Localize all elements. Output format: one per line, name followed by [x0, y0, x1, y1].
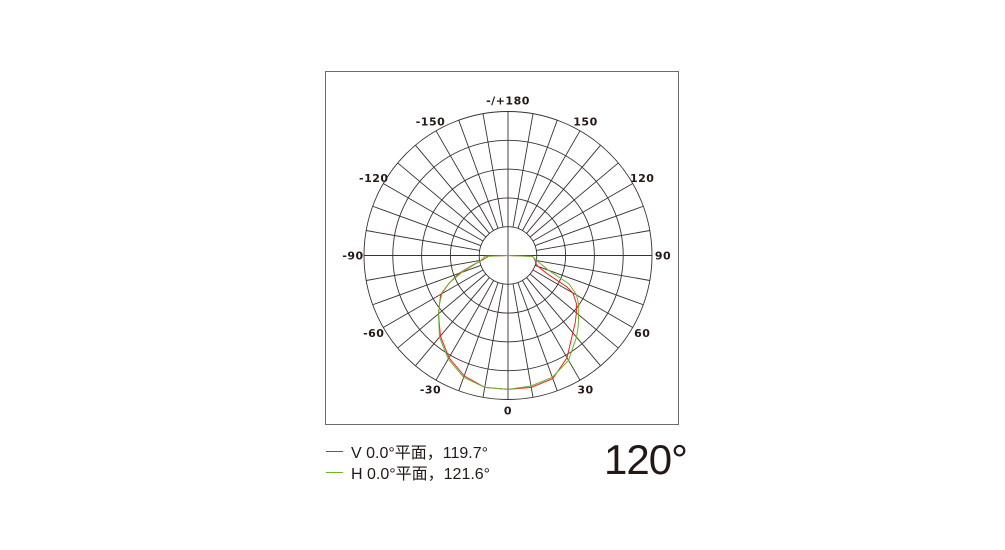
- grid-spoke: [415, 144, 490, 234]
- polar-chart-frame: 0 30 60 90 120 150 -/+180 -150 -120 -90 -60 -30: [325, 71, 679, 425]
- polar-chart: 0 30 60 90 120 150 -/+180 -150 -120 -90 -60 -30: [342, 95, 671, 418]
- grid-spoke: [383, 269, 484, 328]
- angle-tick-label: -/+180: [486, 95, 530, 108]
- grid-spoke: [458, 120, 499, 229]
- grid-spoke: [529, 273, 619, 349]
- angle-tick-label: -150: [416, 115, 446, 128]
- grid-spoke: [526, 277, 601, 367]
- grid-spoke: [517, 120, 558, 229]
- beam-angle-value: 120°: [604, 436, 688, 483]
- grid-spoke: [383, 183, 484, 242]
- angle-tick-label: 150: [573, 115, 597, 128]
- legend-item-h: H 0.0°平面，121.6°: [326, 462, 491, 483]
- grid-spoke: [458, 282, 499, 391]
- series-curve-0: [437, 255, 577, 390]
- angle-tick-label: 120: [630, 172, 654, 185]
- angle-tick-label: -30: [420, 384, 441, 397]
- grid-spoke: [372, 205, 481, 247]
- series-curve-1: [437, 255, 580, 390]
- angle-tick-label: 90: [655, 250, 671, 263]
- grid-spoke: [366, 230, 480, 251]
- angle-tick-label: -60: [363, 327, 384, 340]
- angle-tick-label: 60: [634, 327, 650, 340]
- grid-spoke: [415, 277, 490, 367]
- angle-tick-label: 0: [504, 405, 512, 418]
- grid-spoke: [512, 113, 534, 228]
- grid-spoke: [435, 130, 494, 231]
- legend-item-v: V 0.0°平面，119.7°: [326, 441, 489, 462]
- angle-tick-label: -90: [342, 250, 363, 263]
- grid-spoke: [517, 282, 558, 391]
- grid-spoke: [366, 260, 480, 281]
- grid-spoke: [535, 264, 644, 306]
- angle-tick-label: 30: [577, 384, 593, 397]
- grid-spoke: [532, 269, 633, 328]
- grid-spoke: [526, 144, 601, 234]
- grid-spoke: [536, 260, 650, 281]
- grid-spoke: [535, 205, 644, 247]
- grid-spoke: [512, 283, 534, 398]
- grid-spoke: [536, 230, 650, 251]
- grid-spoke: [522, 280, 581, 381]
- legend-label: H 0.0°平面，121.6°: [351, 466, 491, 483]
- grid-spoke: [482, 283, 504, 398]
- angle-tick-label: -120: [359, 172, 389, 185]
- grid-spoke: [397, 162, 487, 238]
- grid-spoke: [372, 264, 481, 306]
- legend-swatch-red: [326, 450, 343, 452]
- grid-spoke: [397, 273, 487, 349]
- grid-spoke: [522, 130, 581, 231]
- legend-swatch-green: [326, 471, 343, 473]
- grid-spoke: [482, 113, 504, 228]
- grid-spoke: [532, 183, 633, 242]
- grid-spoke: [529, 162, 619, 238]
- grid-spoke: [435, 280, 494, 381]
- legend-label: V 0.0°平面，119.7°: [351, 445, 489, 462]
